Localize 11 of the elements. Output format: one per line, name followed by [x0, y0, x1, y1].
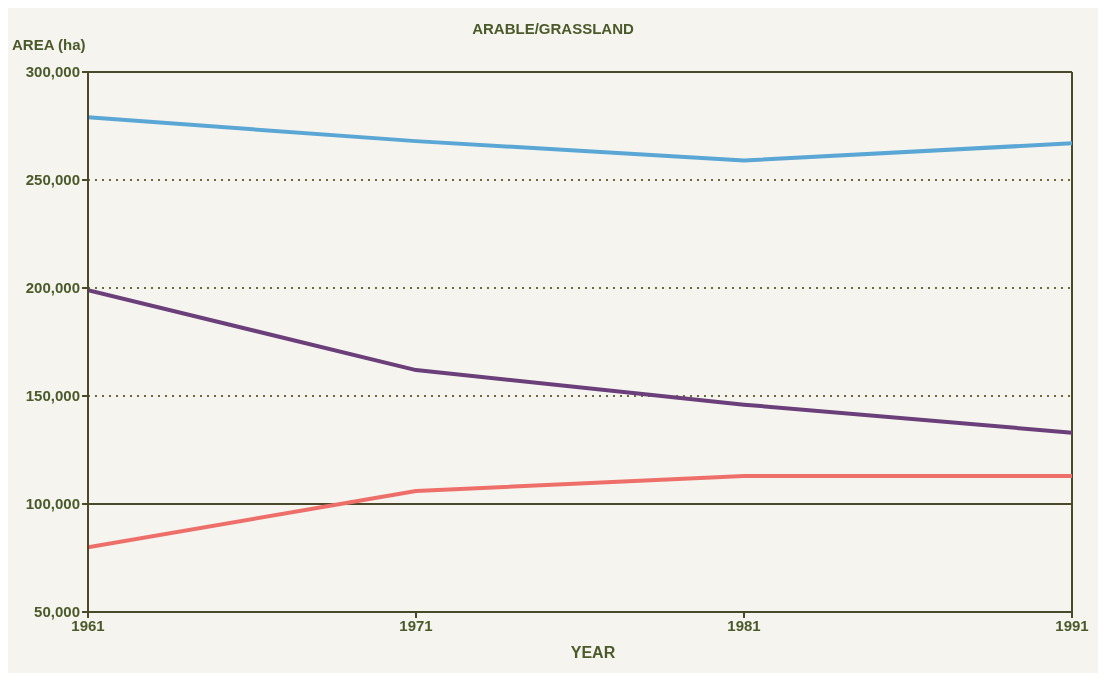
y-axis-title: AREA (ha): [12, 36, 86, 53]
x-tick-label: 1971: [399, 616, 433, 634]
y-tick-label: 100,000: [25, 495, 80, 513]
y-tick-label: 200,000: [25, 279, 80, 297]
x-tick-label: 1981: [727, 616, 761, 634]
x-tick-label: 1991: [1055, 616, 1089, 634]
chart-title: ARABLE/GRASSLAND: [471, 20, 635, 37]
y-tick-label: 150,000: [25, 387, 80, 405]
y-tick-label: 250,000: [25, 171, 80, 189]
x-axis-title: YEAR: [569, 644, 617, 662]
y-tick-label: 300,000: [25, 63, 80, 81]
